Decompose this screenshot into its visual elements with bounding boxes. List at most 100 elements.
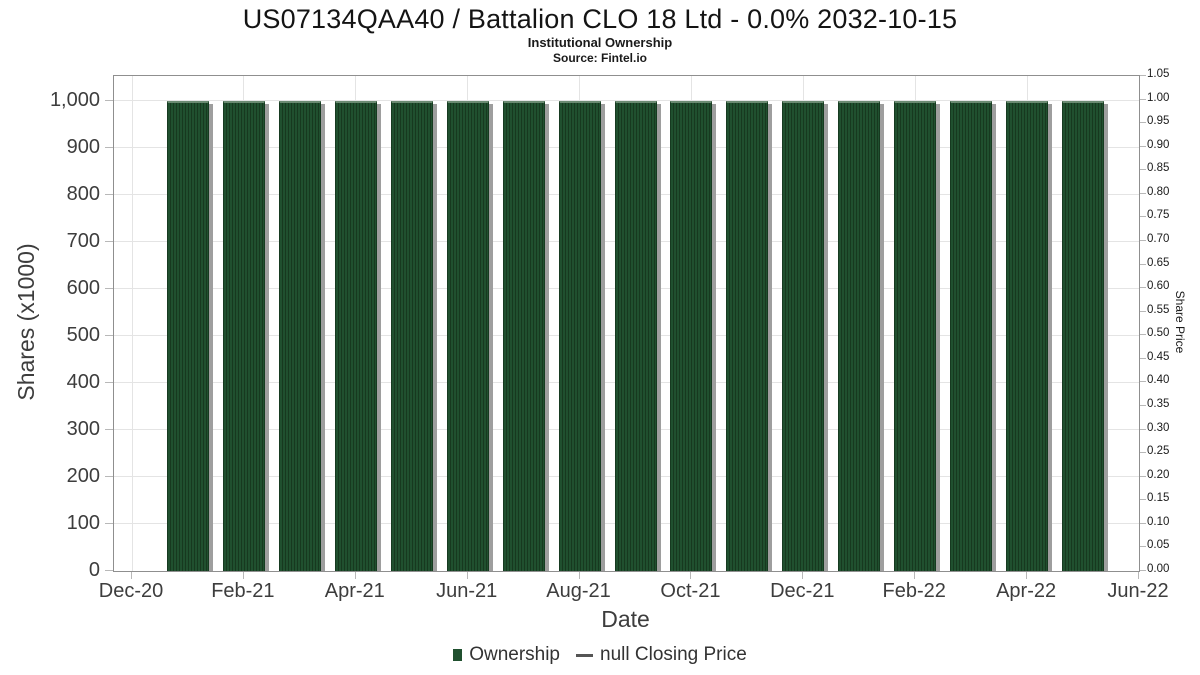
- ownership-bar: [446, 100, 489, 571]
- y-right-tickmark: [1140, 546, 1146, 548]
- y-left-tickmark: [105, 193, 113, 195]
- legend-item-closing-price: null Closing Price: [576, 644, 747, 666]
- y-right-tick-label: 0.05: [1147, 539, 1170, 552]
- y-right-tick-label: 0.85: [1147, 162, 1170, 175]
- x-tickmark: [242, 572, 244, 579]
- ownership-bar: [1062, 100, 1105, 571]
- y-right-tickmark: [1140, 263, 1146, 265]
- legend: Ownership null Closing Price: [0, 644, 1200, 666]
- y-right-tickmark: [1140, 357, 1146, 359]
- ownership-bar: [782, 100, 825, 571]
- y-right-tickmark: [1140, 475, 1146, 477]
- x-tick-label: Feb-22: [882, 580, 946, 602]
- ownership-bar: [894, 100, 937, 571]
- y-left-tick-label: 200: [66, 464, 100, 487]
- x-tick-label: Dec-21: [770, 580, 835, 602]
- ownership-bar: [278, 100, 321, 571]
- v-gridline: [131, 76, 133, 571]
- y-right-tickmark: [1140, 334, 1146, 336]
- y-right-tick-label: 0.65: [1147, 256, 1170, 269]
- plot-area: [113, 75, 1140, 572]
- y-left-tick-label: 300: [66, 417, 100, 440]
- ownership-bar: [558, 100, 601, 571]
- y-right-tickmark: [1140, 98, 1146, 100]
- y-right-tickmark: [1140, 240, 1146, 241]
- y-right-tickmark: [1140, 570, 1146, 571]
- y-left-tickmark: [105, 522, 113, 524]
- y-right-tickmark: [1140, 310, 1146, 312]
- y-left-tickmark: [105, 428, 113, 430]
- ownership-square-icon: [453, 649, 463, 661]
- x-tickmark: [466, 572, 468, 579]
- y-left-tick-label: 700: [66, 229, 100, 252]
- y-right-tick-label: 0.20: [1147, 468, 1170, 481]
- y-left-tick-label: 600: [66, 276, 100, 299]
- y-left-tick-label: 900: [66, 135, 100, 158]
- y-right-tick-label: 0.90: [1147, 138, 1170, 151]
- x-tickmark: [802, 572, 804, 579]
- ownership-bar: [334, 100, 377, 571]
- y-right-tickmark: [1140, 287, 1146, 289]
- y-left-tickmark: [105, 146, 113, 148]
- y-left-tickmark: [105, 99, 113, 101]
- y-right-tick-label: 0.00: [1147, 563, 1170, 575]
- ownership-bar: [838, 100, 881, 571]
- ownership-bar: [950, 100, 993, 571]
- y-left-tick-label: 800: [66, 182, 100, 205]
- y-right-tick-label: 0.35: [1147, 398, 1170, 410]
- y-right-tickmark: [1140, 169, 1146, 171]
- x-tick-label: Dec-20: [98, 580, 164, 602]
- ownership-bar: [1006, 100, 1049, 571]
- y-right-tickmark: [1140, 381, 1146, 383]
- y-left-tick-label: 500: [66, 323, 100, 346]
- y-right-tick-label: 1.05: [1147, 68, 1170, 80]
- y-left-tickmark: [105, 287, 113, 289]
- y-left-tickmark: [105, 334, 113, 336]
- y-right-tick-label: 0.80: [1147, 185, 1170, 198]
- x-tick-label: Apr-22: [996, 580, 1057, 602]
- y-right-tickmark: [1140, 75, 1146, 76]
- y-left-tick-label: 100: [66, 511, 100, 534]
- y-right-tickmark: [1140, 145, 1146, 147]
- y-right-tick-label: 0.25: [1147, 445, 1170, 458]
- y-right-tickmark: [1140, 192, 1146, 194]
- x-axis-title: Date: [601, 606, 650, 632]
- y-right-tick-label: 0.60: [1147, 280, 1170, 293]
- y-left-tick-label: 400: [66, 370, 100, 393]
- chart-subtitle: Institutional Ownership: [527, 35, 673, 50]
- y-right-tickmark: [1140, 499, 1146, 501]
- ownership-bar: [390, 100, 433, 571]
- y-right-tickmark: [1140, 216, 1146, 218]
- ownership-bar: [670, 100, 713, 571]
- y-right-tick-label: 0.95: [1147, 115, 1170, 128]
- h-gridline: [114, 100, 1139, 102]
- y-right-tick-label: 0.75: [1147, 209, 1170, 222]
- y-axis-title-right: Share Price: [1173, 290, 1187, 354]
- x-tickmark: [1138, 572, 1139, 579]
- y-right-tick-label: 0.10: [1147, 515, 1170, 528]
- y-right-tick-label: 0.55: [1147, 303, 1170, 316]
- y-right-tickmark: [1140, 405, 1146, 406]
- x-tick-label: Jun-22: [1107, 580, 1169, 602]
- y-left-tick-label: 0: [88, 559, 100, 581]
- x-tickmark: [354, 572, 356, 579]
- x-tickmark: [578, 572, 580, 579]
- legend-item-ownership: Ownership: [453, 644, 560, 666]
- y-right-tick-label: 0.40: [1147, 374, 1170, 387]
- y-right-tick-label: 0.50: [1147, 327, 1170, 340]
- price-line-dash-icon: [576, 653, 594, 657]
- ownership-bar: [614, 100, 657, 571]
- y-axis-title-left: Shares (x1000): [13, 243, 39, 401]
- y-right-tick-label: 0.70: [1147, 233, 1170, 245]
- ownership-bar: [726, 100, 769, 571]
- x-tickmark: [1026, 572, 1028, 579]
- x-tickmark: [914, 572, 916, 579]
- y-right-tickmark: [1140, 522, 1146, 524]
- y-right-tickmark: [1140, 452, 1146, 454]
- y-right-tick-label: 0.30: [1147, 421, 1170, 434]
- legend-label-ownership: Ownership: [469, 644, 561, 665]
- y-left-tickmark: [105, 475, 113, 477]
- ownership-bar: [166, 100, 209, 571]
- y-right-tick-label: 0.15: [1147, 492, 1170, 505]
